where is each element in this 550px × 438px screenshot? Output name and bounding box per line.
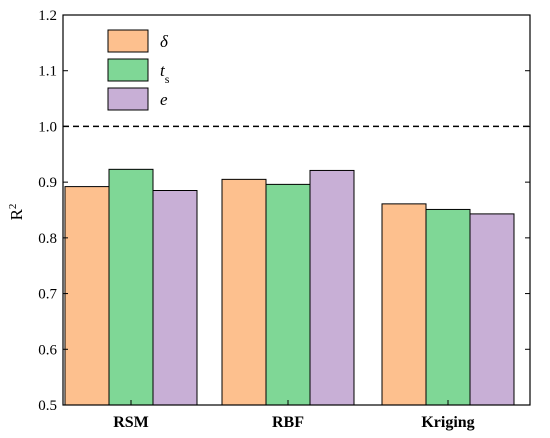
bar-rbf-0 (221, 178, 267, 406)
bar-rbf-1 (265, 183, 311, 406)
x-category-label: RSM (113, 414, 149, 431)
y-tick-label: 0.9 (38, 175, 57, 191)
legend-label-main: δ (160, 32, 169, 51)
bar-kriging-0 (381, 203, 427, 406)
legend-swatch (107, 87, 149, 111)
x-category-labels: RSM RBF Kriging (113, 414, 474, 431)
bar-rsm-2 (152, 190, 198, 406)
bar-rsm-0 (64, 186, 110, 406)
y-axis-label-main: R (7, 208, 26, 220)
y-axis-label-superscript: 2 (7, 204, 19, 210)
plot-frame (62, 14, 531, 406)
y-tick-label: 0.5 (38, 398, 57, 414)
legend-label-main: e (160, 90, 168, 109)
legend-label: δ (160, 32, 169, 51)
y-tick-label: 1.2 (38, 8, 57, 24)
y-tick-label: 0.7 (38, 287, 57, 303)
y-ticks-group: 0.5 0.6 0.7 0.8 0.9 1.0 1.1 1.2 (38, 8, 530, 414)
legend-label-subscript: s (165, 72, 170, 86)
legend-swatch (107, 58, 149, 82)
bar-rbf-2 (309, 169, 355, 406)
y-tick-label: 1.0 (38, 119, 57, 135)
x-category-label: RBF (272, 414, 304, 431)
bar-kriging-2 (469, 213, 515, 406)
y-axis-label: R2 (7, 204, 26, 221)
bar-rsm-1 (108, 168, 154, 406)
y-tick-label: 0.8 (38, 231, 57, 247)
legend-label: ts (160, 61, 170, 86)
bars-group (64, 168, 515, 406)
x-category-label: Kriging (421, 414, 474, 431)
bar-kriging-1 (425, 208, 471, 406)
y-tick-label: 1.1 (38, 64, 57, 80)
legend-label-main: t (160, 61, 166, 80)
legend-swatch (107, 29, 149, 53)
legend-label: e (160, 90, 168, 109)
y-tick-label: 0.6 (38, 342, 57, 358)
